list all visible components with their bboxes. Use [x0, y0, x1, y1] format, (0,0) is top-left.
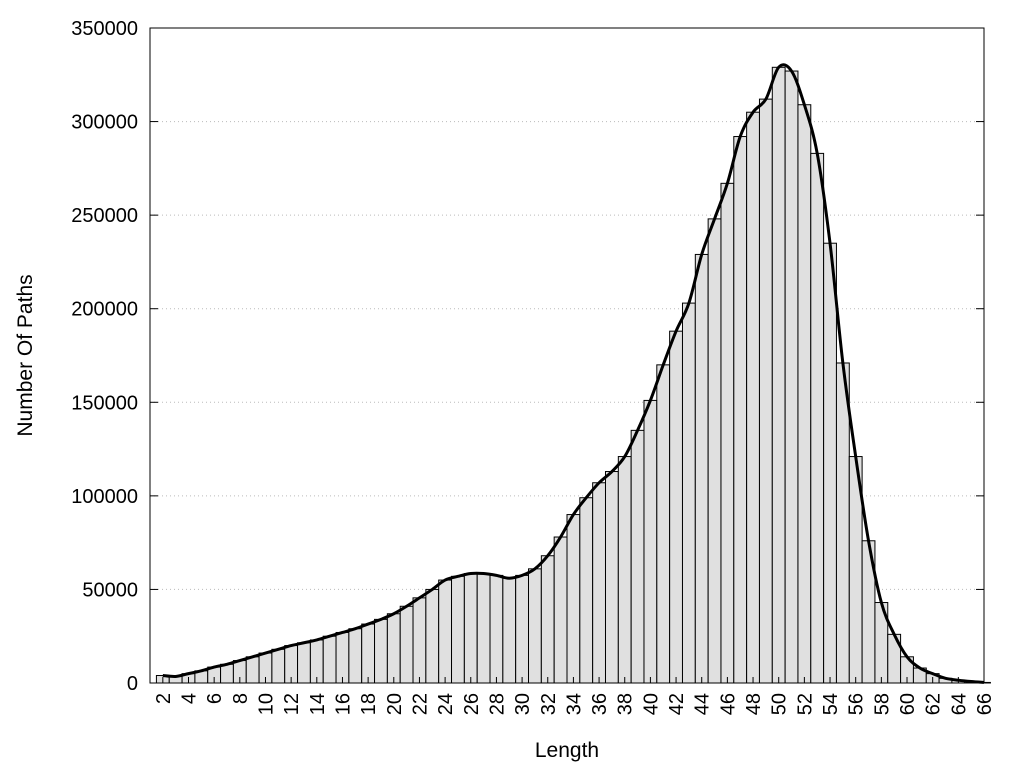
bar — [335, 631, 350, 684]
y-tick-label: 300000 — [71, 112, 138, 134]
x-tick-label: 2 — [153, 693, 175, 704]
x-tick-label: 28 — [486, 693, 508, 715]
x-tick-label: 4 — [178, 693, 200, 704]
bar — [694, 253, 709, 684]
bar — [438, 579, 453, 684]
y-tick-label: 150000 — [71, 392, 138, 414]
bar — [733, 136, 748, 684]
x-tick-label: 16 — [332, 693, 354, 715]
bar — [245, 656, 260, 684]
density-curve — [162, 63, 985, 684]
bar — [220, 663, 234, 684]
bar — [476, 573, 491, 684]
bar — [386, 613, 401, 684]
x-tick-label: 26 — [461, 693, 483, 715]
x-tick-label: 12 — [281, 693, 303, 715]
x-tick-label: 18 — [358, 693, 380, 715]
x-tick-label: 24 — [435, 693, 457, 715]
bar — [720, 182, 735, 684]
x-tick-label: 10 — [255, 693, 277, 715]
x-tick-label: 54 — [820, 693, 842, 715]
x-tick-label: 14 — [307, 693, 329, 715]
x-tick-label: 50 — [769, 693, 791, 715]
x-tick-label: 32 — [538, 693, 560, 715]
bar — [451, 575, 465, 684]
x-tick-label: 40 — [640, 693, 662, 715]
bar — [502, 577, 517, 684]
y-axis-ticks: 0 50000 100000 150000 200000 250000 300000 3500… — [71, 18, 984, 695]
bar — [553, 536, 568, 684]
bar — [271, 648, 286, 684]
x-tick-label: 8 — [230, 693, 252, 704]
x-tick-label: 42 — [666, 693, 688, 715]
x-tick-label: 30 — [512, 693, 534, 715]
bar — [515, 574, 530, 684]
y-axis-title: Number Of Paths — [14, 274, 37, 436]
x-tick-label: 56 — [846, 693, 868, 715]
x-tick-label: 38 — [615, 693, 637, 715]
bar — [771, 66, 786, 684]
bar — [643, 399, 658, 684]
x-tick-label: 20 — [384, 693, 406, 715]
plot-frame — [149, 27, 985, 684]
bar — [425, 588, 440, 684]
bar — [322, 635, 337, 684]
x-tick-label: 64 — [948, 693, 970, 715]
bar — [348, 628, 363, 684]
bar — [681, 302, 696, 684]
x-tick-label: 6 — [204, 693, 226, 704]
x-tick-label: 36 — [589, 693, 611, 715]
bar — [835, 362, 850, 684]
bar — [746, 111, 760, 684]
bars — [155, 66, 991, 684]
bar — [540, 555, 555, 684]
y-tick-label: 200000 — [71, 299, 138, 321]
x-tick-label: 52 — [794, 693, 816, 715]
x-tick-label: 60 — [897, 693, 919, 715]
bar — [823, 242, 837, 684]
y-tick-label: 350000 — [71, 18, 138, 40]
bar — [592, 482, 606, 684]
bar — [297, 642, 311, 684]
bar — [309, 639, 324, 684]
y-tick-label: 100000 — [71, 486, 138, 508]
x-axis-title: Length — [535, 739, 599, 762]
x-tick-label: 22 — [409, 693, 431, 715]
bar — [707, 218, 722, 684]
bar — [579, 497, 594, 684]
bar — [797, 104, 812, 684]
y-tick-label: 250000 — [71, 205, 138, 227]
bar — [617, 456, 632, 684]
x-tick-label: 46 — [717, 693, 739, 715]
bar — [361, 623, 376, 684]
y-tick-label: 50000 — [82, 579, 138, 601]
bar — [374, 618, 388, 684]
x-tick-label: 58 — [871, 693, 893, 715]
bar — [669, 330, 683, 684]
x-tick-label: 48 — [743, 693, 765, 715]
bar — [758, 98, 773, 684]
bar — [656, 364, 671, 684]
bar — [412, 597, 427, 684]
bar — [604, 471, 619, 684]
x-tick-label: 44 — [692, 693, 714, 715]
bar — [399, 605, 414, 684]
x-axis-ticks: 2 4 6 8 10 12 14 16 18 20 22 24 26 28 30 32 34 36 38 40 42 44… — [153, 677, 996, 715]
y-tick-label: 0 — [127, 673, 138, 695]
x-tick-label: 66 — [974, 693, 996, 715]
bar — [810, 152, 825, 684]
bar — [566, 514, 581, 684]
x-tick-label: 34 — [563, 693, 585, 715]
bar — [489, 574, 504, 684]
bar — [630, 429, 645, 684]
bar — [528, 568, 542, 684]
x-tick-label: 62 — [923, 693, 945, 715]
bar — [784, 70, 799, 684]
bar — [463, 573, 478, 684]
